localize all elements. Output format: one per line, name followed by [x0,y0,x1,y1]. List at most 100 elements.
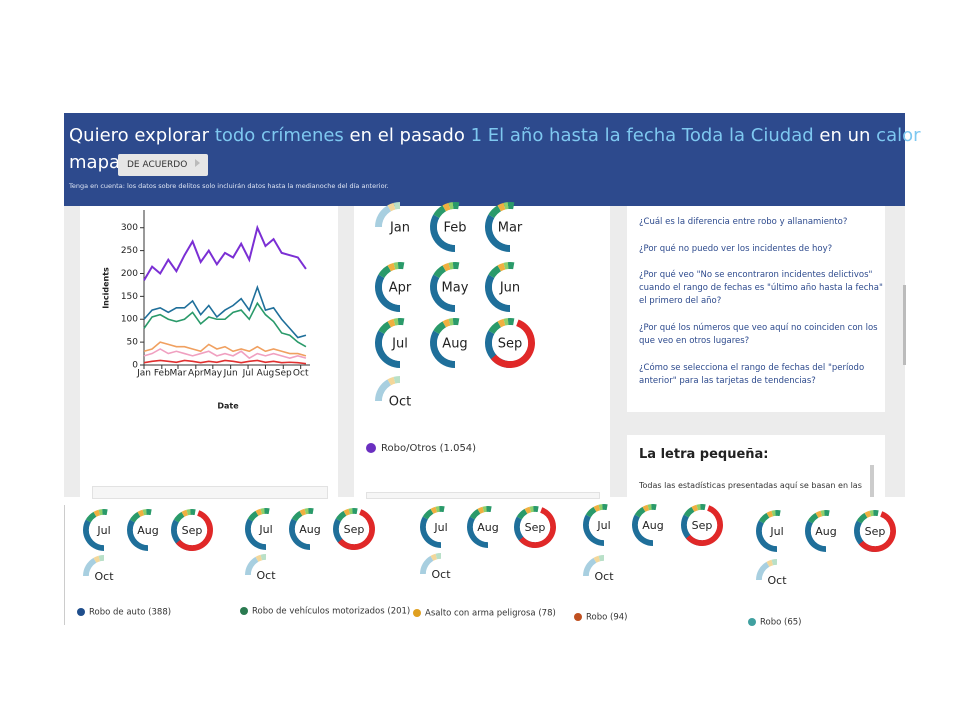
ring-segment [529,506,534,513]
ring-segment [585,506,597,518]
filter-link[interactable]: 1 [470,125,483,146]
ring-segment [516,508,528,520]
ring-segment [98,509,103,516]
ring-segment [756,520,778,552]
months-card-footer [366,492,600,499]
month-label: Oct [431,568,451,581]
ring-segment [137,509,145,517]
month-ring: Aug [805,510,842,552]
ring-segment [642,504,650,512]
category-icon [240,607,248,615]
x-axis-label: Date [217,402,239,411]
faq-link[interactable]: ¿Cómo se selecciona el rango de fechas d… [639,363,865,373]
ring-inner [437,209,473,245]
month-ring: Aug [467,506,504,548]
ring-segment [255,508,263,516]
ring-segment [503,202,509,210]
ring-inner [492,209,528,245]
ring-segment [524,506,532,514]
month-ring: Oct [83,555,120,592]
month-label: Sep [498,337,523,352]
faq-link[interactable]: cuando el rango de fechas es "último año… [639,283,883,293]
ring-inner [492,325,528,361]
month-label: Oct [256,569,276,582]
faq-link[interactable]: ¿Cuál es la diferencia entre robo y alla… [639,217,848,227]
ring-segment [766,559,774,567]
ring-segment [348,508,353,515]
ring-segment [756,561,770,581]
ring-segment [490,319,535,368]
ring-segment [289,518,311,550]
card-caption: Robo de vehículos motorizados (201) [252,607,410,617]
month-label: Aug [137,524,158,537]
series-line [143,341,307,357]
faq-link[interactable]: el primero del año? [639,296,722,306]
ring-segment [685,505,723,546]
ring-segment [245,518,267,550]
faq-link[interactable]: ¿Por qué veo "No se encontraron incident… [639,270,873,280]
ring-segment [375,379,392,402]
card-caption: Asalto con arma peligrosa (78) [425,609,556,619]
y-tick-label: 50 [127,338,139,348]
faq-link[interactable]: anterior" para las tarjetas de tendencia… [639,376,816,386]
faq-link[interactable]: ¿Por qué no puedo ver los incidentes de … [639,244,833,254]
x-tick-label: Jun [223,369,238,379]
filter-link[interactable]: El año hasta la fecha [487,125,677,146]
filter-link[interactable]: calor [876,125,921,146]
filter-link[interactable]: todo crímenes [214,125,344,146]
ring-segment [420,516,442,548]
ring-inner [492,269,528,305]
button-label[interactable]: DE ACUERDO [127,160,188,170]
ring-inner [437,325,473,361]
ring-inner [686,509,718,541]
ring-segment [435,506,440,513]
ring-inner [859,515,891,547]
ring-inner [810,515,842,547]
ring-inner [425,558,457,590]
ring-segment [175,510,213,551]
month-ring: Oct [245,554,282,591]
header-line: Quiero explorar todo crímenes en el pasa… [69,125,921,146]
month-label: Jul [433,521,447,534]
header-text: en un [819,125,871,146]
ring-segment [393,318,399,326]
faq-link[interactable]: que veo en otros lugares? [639,336,750,346]
ring-segment [477,506,485,514]
ring-segment [93,555,101,563]
y-tick-label: 200 [121,269,138,279]
filter-link[interactable]: Toda la Ciudad [681,125,814,146]
month-ring: Sep [681,504,723,546]
ring-inner [437,269,473,305]
y-tick-label: 100 [121,315,138,325]
ring-segment [375,330,401,368]
ring-segment [488,321,502,335]
month-ring: Sep [171,509,213,551]
month-ring: Jun [485,262,528,312]
month-label: Sep [344,523,365,536]
ring-segment [469,508,481,520]
ring-segment [593,555,601,563]
ring-segment [129,511,141,523]
series-line [143,284,307,339]
ok-button[interactable]: DE ACUERDO [118,154,208,176]
ring-segment [393,202,401,210]
x-tick-label: Sep [275,369,292,379]
ring-segment [869,510,874,517]
ring-segment [448,262,454,270]
ring-segment [393,376,401,384]
month-ring: Jul [420,506,457,548]
ring-segment [815,510,823,518]
ring-segment [260,508,265,515]
month-ring: Oct [756,559,793,596]
ring-segment [488,265,502,279]
button-arrow[interactable] [195,159,201,167]
faq-link[interactable]: ¿Por qué los números que veo aquí no coi… [639,323,878,333]
series-line [143,348,307,360]
month-label: Aug [299,523,320,536]
ring-segment [291,510,303,522]
ring-inner [425,511,457,543]
ring-segment [430,506,438,514]
ring-segment [858,511,896,552]
ring-segment [335,510,347,522]
